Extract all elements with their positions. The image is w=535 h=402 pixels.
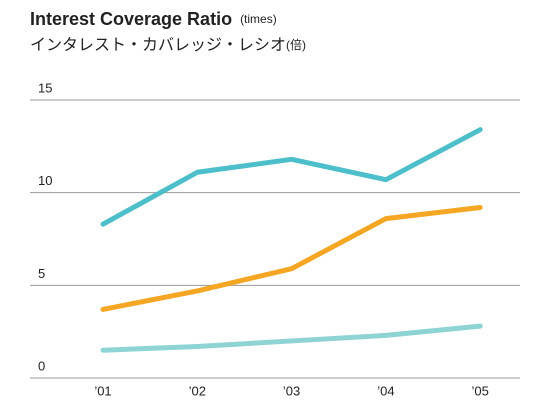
chart-subtitle: インタレスト・カバレッジ・レシオ(倍): [30, 36, 306, 54]
series-line: [100, 127, 483, 227]
x-tick-label: ’05: [472, 383, 489, 398]
y-tick-label: 10: [38, 173, 52, 188]
series-line: [100, 323, 483, 353]
y-tick-label: 0: [38, 358, 45, 373]
title-unit: (times): [240, 12, 277, 26]
chart-title: Interest Coverage Ratio (times): [30, 9, 277, 29]
x-tick-label: ’04: [377, 383, 394, 398]
x-tick-label: ’01: [94, 383, 111, 398]
x-tick-label: ’03: [283, 383, 300, 398]
x-tick-label: ’02: [189, 383, 206, 398]
subtitle: インタレスト・カバレッジ・レシオ: [30, 36, 286, 54]
y-tick-label: 15: [38, 80, 52, 95]
title: Interest Coverage Ratio: [30, 9, 232, 29]
series-line: [100, 204, 483, 312]
subtitle-unit: (倍): [286, 37, 306, 52]
y-tick-label: 5: [38, 266, 45, 281]
